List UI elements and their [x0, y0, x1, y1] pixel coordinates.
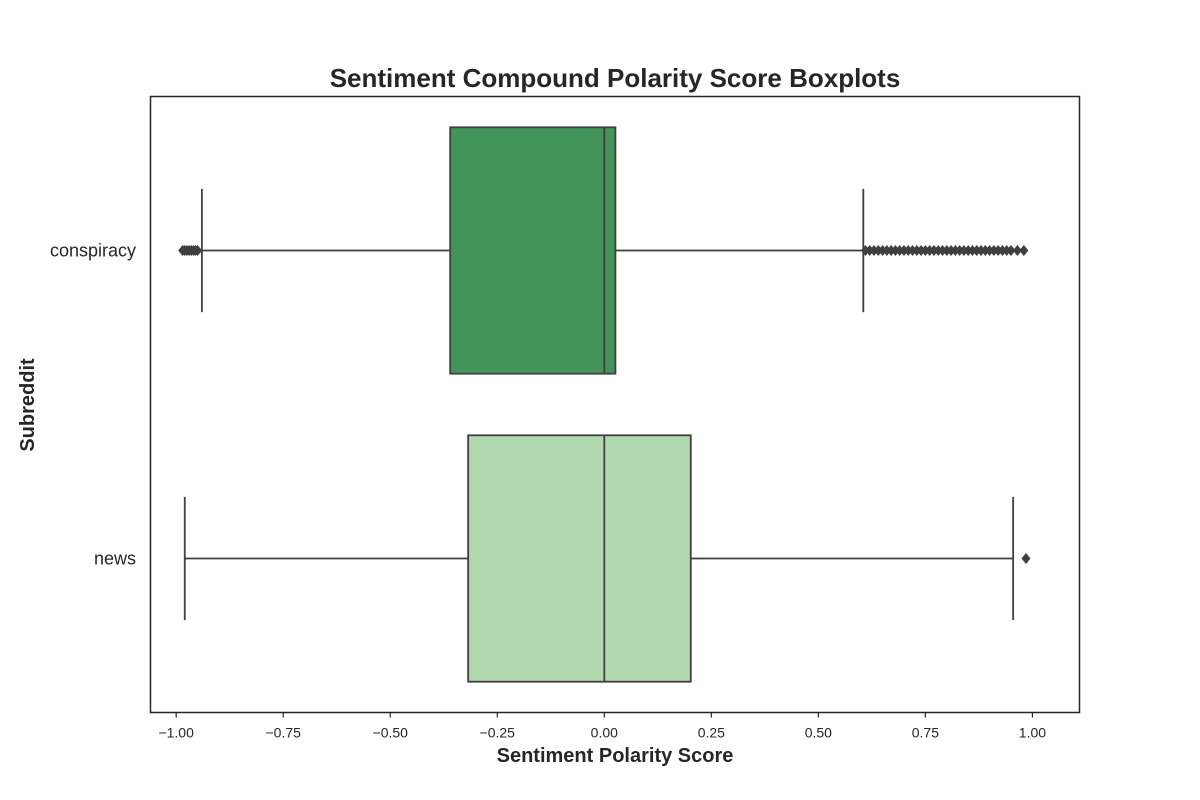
x-tick-label: 0.75 [912, 725, 939, 741]
x-tick-label: 0.25 [698, 725, 725, 741]
outlier-point-conspiracy [1019, 245, 1029, 256]
x-tick-label: −1.00 [158, 725, 194, 741]
x-tick-label: −0.75 [265, 725, 301, 741]
x-axis-title: Sentiment Polarity Score [497, 745, 734, 767]
x-tick-label: −0.25 [480, 725, 516, 741]
x-tick-label: −0.50 [373, 725, 409, 741]
outlier-point-conspiracy [193, 245, 203, 256]
y-axis-title: Subreddit [17, 358, 39, 452]
x-tick-label: 0.50 [805, 725, 832, 741]
y-tick-label-news: news [94, 549, 136, 569]
x-tick-label: 1.00 [1019, 725, 1046, 741]
outlier-point-conspiracy [1006, 245, 1016, 256]
chart-title: Sentiment Compound Polarity Score Boxplo… [330, 63, 901, 93]
box-conspiracy [449, 126, 617, 375]
outlier-point-conspiracy [1012, 245, 1022, 256]
box-news [467, 434, 692, 683]
y-tick-label-conspiracy: conspiracy [50, 241, 136, 261]
plot-area-frame [149, 95, 1081, 714]
outlier-point-news [1021, 553, 1031, 564]
x-tick-label: 0.00 [591, 725, 618, 741]
